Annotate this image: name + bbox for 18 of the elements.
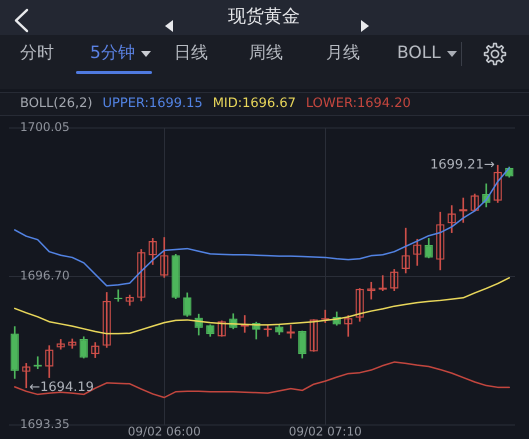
y-tick-label: 1700.05 [20,120,70,134]
text: 5分钟 [90,43,135,64]
text: UPPER:1699.15 [102,96,203,112]
text: 分时 [20,43,54,64]
text: 月线 [326,43,360,64]
y-tick-label: 1696.70 [20,268,70,283]
text: BOLL [397,43,441,64]
text: 周线 [249,43,283,64]
x-tick-label: 09/02 07:10 [288,424,362,438]
x-tick-label: 09/02 06:00 [128,424,201,438]
text: MID:1696.67 [212,96,296,112]
chart-title: 现货黄金 [228,5,300,29]
y-tick-label: 1693.35 [20,417,70,432]
annotation: ←1694.19 [29,380,94,396]
annotation: 1699.21→ [430,158,495,173]
text: LOWER:1694.20 [306,96,411,112]
text: 日线 [174,43,208,64]
legend-title: BOLL(26,2) [20,96,92,112]
